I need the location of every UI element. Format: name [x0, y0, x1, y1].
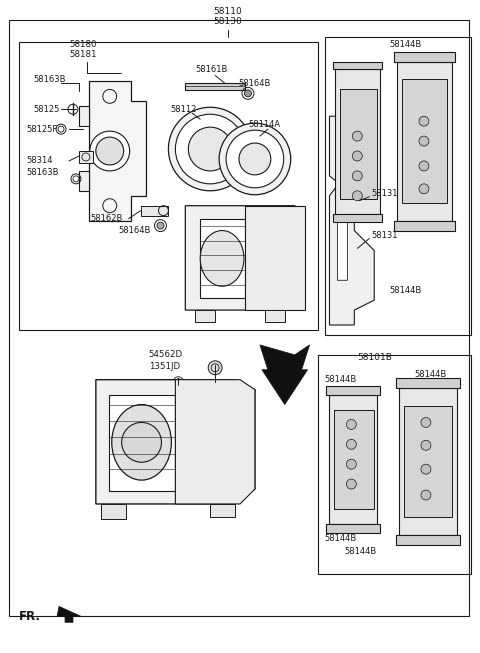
Polygon shape [326, 524, 380, 533]
Polygon shape [265, 310, 285, 322]
Polygon shape [394, 221, 455, 231]
Circle shape [188, 127, 232, 171]
Text: 58114A: 58114A [248, 119, 280, 129]
Circle shape [352, 191, 362, 200]
Circle shape [421, 440, 431, 451]
Circle shape [347, 439, 356, 449]
Text: 58180: 58180 [69, 40, 96, 49]
Polygon shape [260, 345, 310, 405]
Text: FR.: FR. [19, 610, 41, 623]
Circle shape [419, 184, 429, 194]
Text: 58163B: 58163B [33, 75, 66, 84]
Circle shape [419, 136, 429, 146]
Circle shape [347, 479, 356, 489]
Text: 58144B: 58144B [389, 286, 421, 295]
Polygon shape [404, 406, 452, 517]
Text: 58130: 58130 [214, 17, 242, 26]
Bar [318, 355, 471, 573]
Polygon shape [101, 504, 126, 519]
Circle shape [90, 131, 130, 171]
Polygon shape [399, 388, 457, 535]
Text: 58112: 58112 [170, 104, 197, 114]
Text: 58144B: 58144B [324, 534, 357, 543]
Polygon shape [334, 61, 382, 69]
Text: 58101B: 58101B [357, 353, 392, 362]
Circle shape [208, 361, 222, 375]
Polygon shape [396, 377, 460, 388]
Text: 58125F: 58125F [26, 125, 58, 134]
Text: 54562D: 54562D [148, 351, 183, 359]
Polygon shape [394, 52, 455, 61]
Polygon shape [334, 214, 382, 221]
Text: 58110: 58110 [214, 7, 242, 16]
Text: 58164B: 58164B [238, 79, 270, 88]
Text: 1351JD: 1351JD [148, 362, 180, 372]
Text: 58144B: 58144B [389, 40, 421, 49]
Circle shape [168, 107, 252, 191]
Text: 58144B: 58144B [344, 547, 377, 556]
Text: 58131: 58131 [371, 189, 398, 199]
Circle shape [347, 419, 356, 430]
Polygon shape [195, 310, 215, 322]
Polygon shape [185, 206, 305, 310]
Polygon shape [336, 69, 380, 214]
Text: 58181: 58181 [69, 50, 96, 59]
Circle shape [219, 123, 291, 195]
Circle shape [421, 464, 431, 474]
Text: 58131: 58131 [371, 231, 398, 240]
Text: 58163B: 58163B [26, 168, 59, 178]
Circle shape [226, 130, 284, 188]
Polygon shape [329, 116, 374, 325]
Text: 58162B: 58162B [91, 214, 123, 223]
Text: 58314: 58314 [26, 157, 53, 165]
Polygon shape [396, 535, 460, 545]
Circle shape [239, 143, 271, 175]
Ellipse shape [112, 405, 171, 480]
Text: 58164B: 58164B [119, 226, 151, 235]
Polygon shape [326, 386, 380, 394]
Polygon shape [402, 80, 447, 202]
Circle shape [352, 151, 362, 161]
Bar [324, 37, 471, 335]
Circle shape [244, 90, 252, 97]
Polygon shape [89, 82, 145, 221]
Circle shape [421, 490, 431, 500]
Polygon shape [335, 409, 374, 509]
Polygon shape [200, 219, 245, 298]
Polygon shape [96, 379, 255, 504]
Polygon shape [79, 106, 89, 126]
Circle shape [421, 417, 431, 428]
Polygon shape [185, 84, 245, 90]
Polygon shape [57, 607, 81, 622]
Circle shape [352, 171, 362, 181]
Circle shape [352, 131, 362, 141]
Polygon shape [210, 504, 235, 517]
Text: 58125: 58125 [33, 104, 60, 114]
Polygon shape [340, 89, 377, 199]
Circle shape [347, 459, 356, 469]
Circle shape [122, 422, 161, 462]
Circle shape [419, 116, 429, 126]
Polygon shape [337, 126, 357, 280]
Polygon shape [79, 151, 93, 163]
Text: 58144B: 58144B [324, 375, 357, 384]
Ellipse shape [200, 231, 244, 286]
Text: 58161B: 58161B [195, 65, 228, 74]
Polygon shape [175, 379, 255, 504]
Circle shape [419, 161, 429, 171]
Circle shape [157, 222, 164, 229]
Bar [19, 42, 318, 330]
Polygon shape [245, 206, 305, 310]
Circle shape [96, 137, 124, 165]
Polygon shape [329, 394, 377, 524]
Circle shape [175, 114, 245, 184]
Polygon shape [109, 394, 175, 491]
Polygon shape [79, 171, 89, 191]
Polygon shape [141, 206, 168, 215]
Text: 58144B: 58144B [414, 370, 446, 379]
Polygon shape [397, 61, 452, 221]
